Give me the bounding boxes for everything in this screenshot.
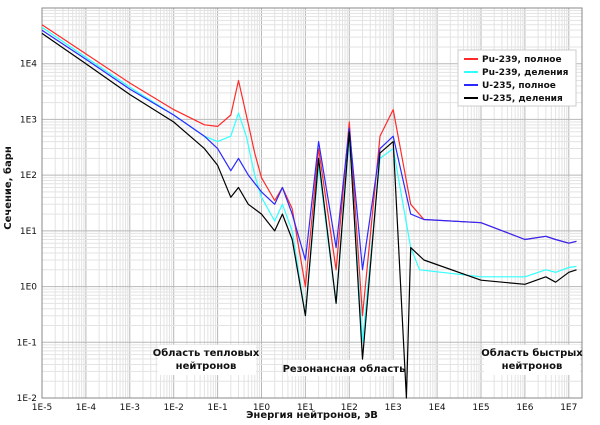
x-tick-label: 1E-4 <box>76 403 97 413</box>
x-tick-label: 1E3 <box>385 403 402 413</box>
annotation-bg-fast <box>484 345 580 375</box>
y-tick-label: 1E-2 <box>17 394 37 404</box>
x-tick-label: 1E2 <box>341 403 358 413</box>
y-axis-title: Сечение, барн <box>2 146 14 230</box>
legend-label-1: Pu-239, полное <box>482 55 562 65</box>
x-tick-label: 1E4 <box>429 403 446 413</box>
legend-label-2: Pu-239, деления <box>482 68 569 78</box>
x-tick-label: 1E7 <box>560 403 577 413</box>
legend: Pu-239, полное Pu-239, деления U-235, полн… <box>457 49 577 107</box>
y-tick-label: 1E2 <box>20 171 37 181</box>
annotation-fast-line1: Область быстрых <box>481 347 583 359</box>
series-line-4 <box>41 32 577 399</box>
x-axis-title: Энергия нейтронов, эВ <box>246 410 378 421</box>
y-tick-label: 1E4 <box>20 60 37 70</box>
y-tick-label: 1E3 <box>20 115 37 125</box>
x-tick-label: 1E5 <box>472 403 489 413</box>
y-tick-label: 1E1 <box>20 227 37 237</box>
x-tick-label: 1E-5 <box>32 403 52 413</box>
annotation-fast-line2: нейтронов <box>502 361 563 372</box>
annotation-thermal-line1: Область тепловых <box>153 347 260 359</box>
legend-label-3: U-235, полное <box>482 81 556 91</box>
series-layer <box>41 24 577 399</box>
annotation-thermal-line2: нейтронов <box>176 361 237 372</box>
x-tick-label: 1E6 <box>516 403 533 413</box>
series-line-3 <box>41 29 577 271</box>
legend-label-4: U-235, деления <box>482 94 563 104</box>
region-annotations: Область тепловых нейтронов Резонансная о… <box>153 345 583 376</box>
x-tick-label: 1E0 <box>253 403 270 413</box>
x-tick-label: 1E-2 <box>164 403 184 413</box>
plot-frame <box>41 7 583 399</box>
annotation-bg-thermal <box>158 345 256 375</box>
annotation-bg-resonance <box>288 360 400 376</box>
x-tick-label: 1E-3 <box>120 403 140 413</box>
annotation-resonance: Резонансная область <box>283 363 406 375</box>
x-tick-label: 1E-1 <box>207 403 227 413</box>
x-tick-label: 1E1 <box>297 403 314 413</box>
y-tick-label: 1E-1 <box>17 338 37 348</box>
grid <box>41 7 583 399</box>
tick-labels: 1E-5 1E-4 1E-3 1E-2 1E-1 1E0 1E1 1E2 1E3 1E4 1E5 1E… <box>17 60 578 413</box>
y-tick-label: 1E0 <box>20 283 37 293</box>
